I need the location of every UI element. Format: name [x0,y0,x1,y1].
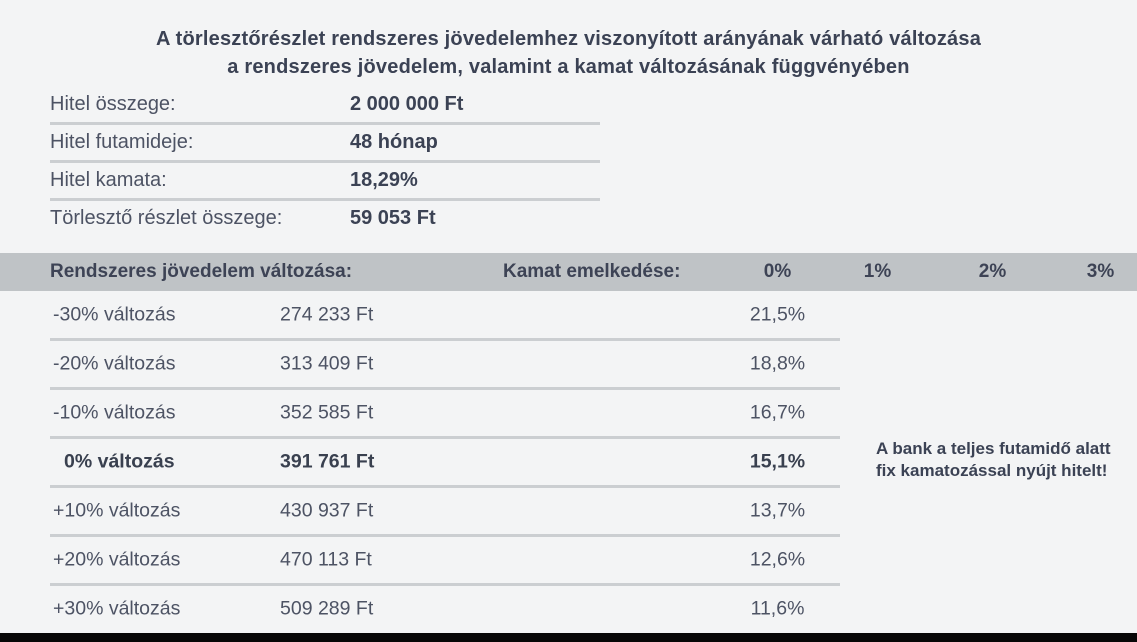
change-cell: -30% változás [53,303,176,326]
change-cell: +10% változás [53,499,181,522]
installment-label: Törlesztő részlet összege: [50,207,283,229]
change-cell: -20% változás [53,352,176,375]
loan-term-label: Hitel futamideje: [50,131,194,153]
page-title: A törlesztőrészlet rendszeres jövedelemh… [0,25,1137,81]
ratio-cell: 15,1% [749,450,806,473]
header-rate-col-0: 0% [763,261,792,282]
table-row-plus30: +30% változás 509 289 Ft 11,6% [0,582,1137,633]
table-row-minus30: -30% változás 274 233 Ft 21,5% [0,291,1137,340]
header-income-change: Rendszeres jövedelem változása: [50,261,353,282]
table-row-zero-highlighted: 0% változás 391 761 Ft 15,1% [0,436,1137,487]
loan-rate-label: Hitel kamata: [50,169,167,191]
header-rate-col-3: 3% [1086,261,1115,282]
ratio-cell: 11,6% [750,597,805,620]
income-cell: 509 289 Ft [280,597,374,620]
bottom-bar [0,633,1137,642]
ratio-cell: 13,7% [749,499,806,522]
loan-term-value: 48 hónap [350,131,438,153]
header-rate-col-2: 2% [978,261,1007,282]
loan-rate-value: 18,29% [350,169,418,191]
income-cell: 274 233 Ft [280,303,374,326]
loan-info-row-rate: Hitel kamata: 18,29% [50,163,600,201]
ratio-cell: 12,6% [749,548,806,571]
header-rate-col-1: 1% [863,261,892,282]
header-rate-increase: Kamat emelkedése: [503,261,681,282]
change-cell: 0% változás [64,450,175,473]
loan-info-row-installment: Törlesztő részlet összege: 59 053 Ft [50,201,600,236]
income-cell: 430 937 Ft [280,499,374,522]
table-row-minus10: -10% változás 352 585 Ft 16,7% [0,387,1137,438]
table-row-plus10: +10% változás 430 937 Ft 13,7% [0,484,1137,535]
table-row-plus20: +20% változás 470 113 Ft 12,6% [0,533,1137,584]
table-row-minus20: -20% változás 313 409 Ft 18,8% [0,338,1137,389]
income-cell: 352 585 Ft [280,401,374,424]
title-line-2: a rendszeres jövedelem, valamint a kamat… [227,56,910,78]
fixed-rate-note: A bank a teljes futamidő alatt fix kamat… [876,438,1111,482]
income-cell: 313 409 Ft [280,352,374,375]
table-header: Rendszeres jövedelem változása: Kamat em… [0,253,1137,291]
change-cell: -10% változás [53,401,176,424]
loan-info-row-term: Hitel futamideje: 48 hónap [50,125,600,163]
loan-info-table: Hitel összege: 2 000 000 Ft Hitel futami… [50,87,600,236]
income-cell: 391 761 Ft [280,450,375,473]
ratio-cell: 18,8% [749,352,806,375]
income-cell: 470 113 Ft [280,548,372,571]
table-body: -30% változás 274 233 Ft 21,5% -20% vált… [0,291,1137,633]
note-line-2: fix kamatozással nyújt hitelt! [876,461,1108,480]
ratio-cell: 21,5% [749,303,806,326]
change-cell: +30% változás [53,597,181,620]
installment-value: 59 053 Ft [350,207,436,229]
note-line-1: A bank a teljes futamidő alatt [876,439,1111,458]
change-cell: +20% változás [53,548,181,571]
title-line-1: A törlesztőrészlet rendszeres jövedelemh… [155,28,982,50]
ratio-cell: 16,7% [749,401,806,424]
loan-amount-value: 2 000 000 Ft [350,93,464,115]
loan-amount-label: Hitel összege: [50,93,176,115]
loan-info-row-amount: Hitel összege: 2 000 000 Ft [50,87,600,125]
